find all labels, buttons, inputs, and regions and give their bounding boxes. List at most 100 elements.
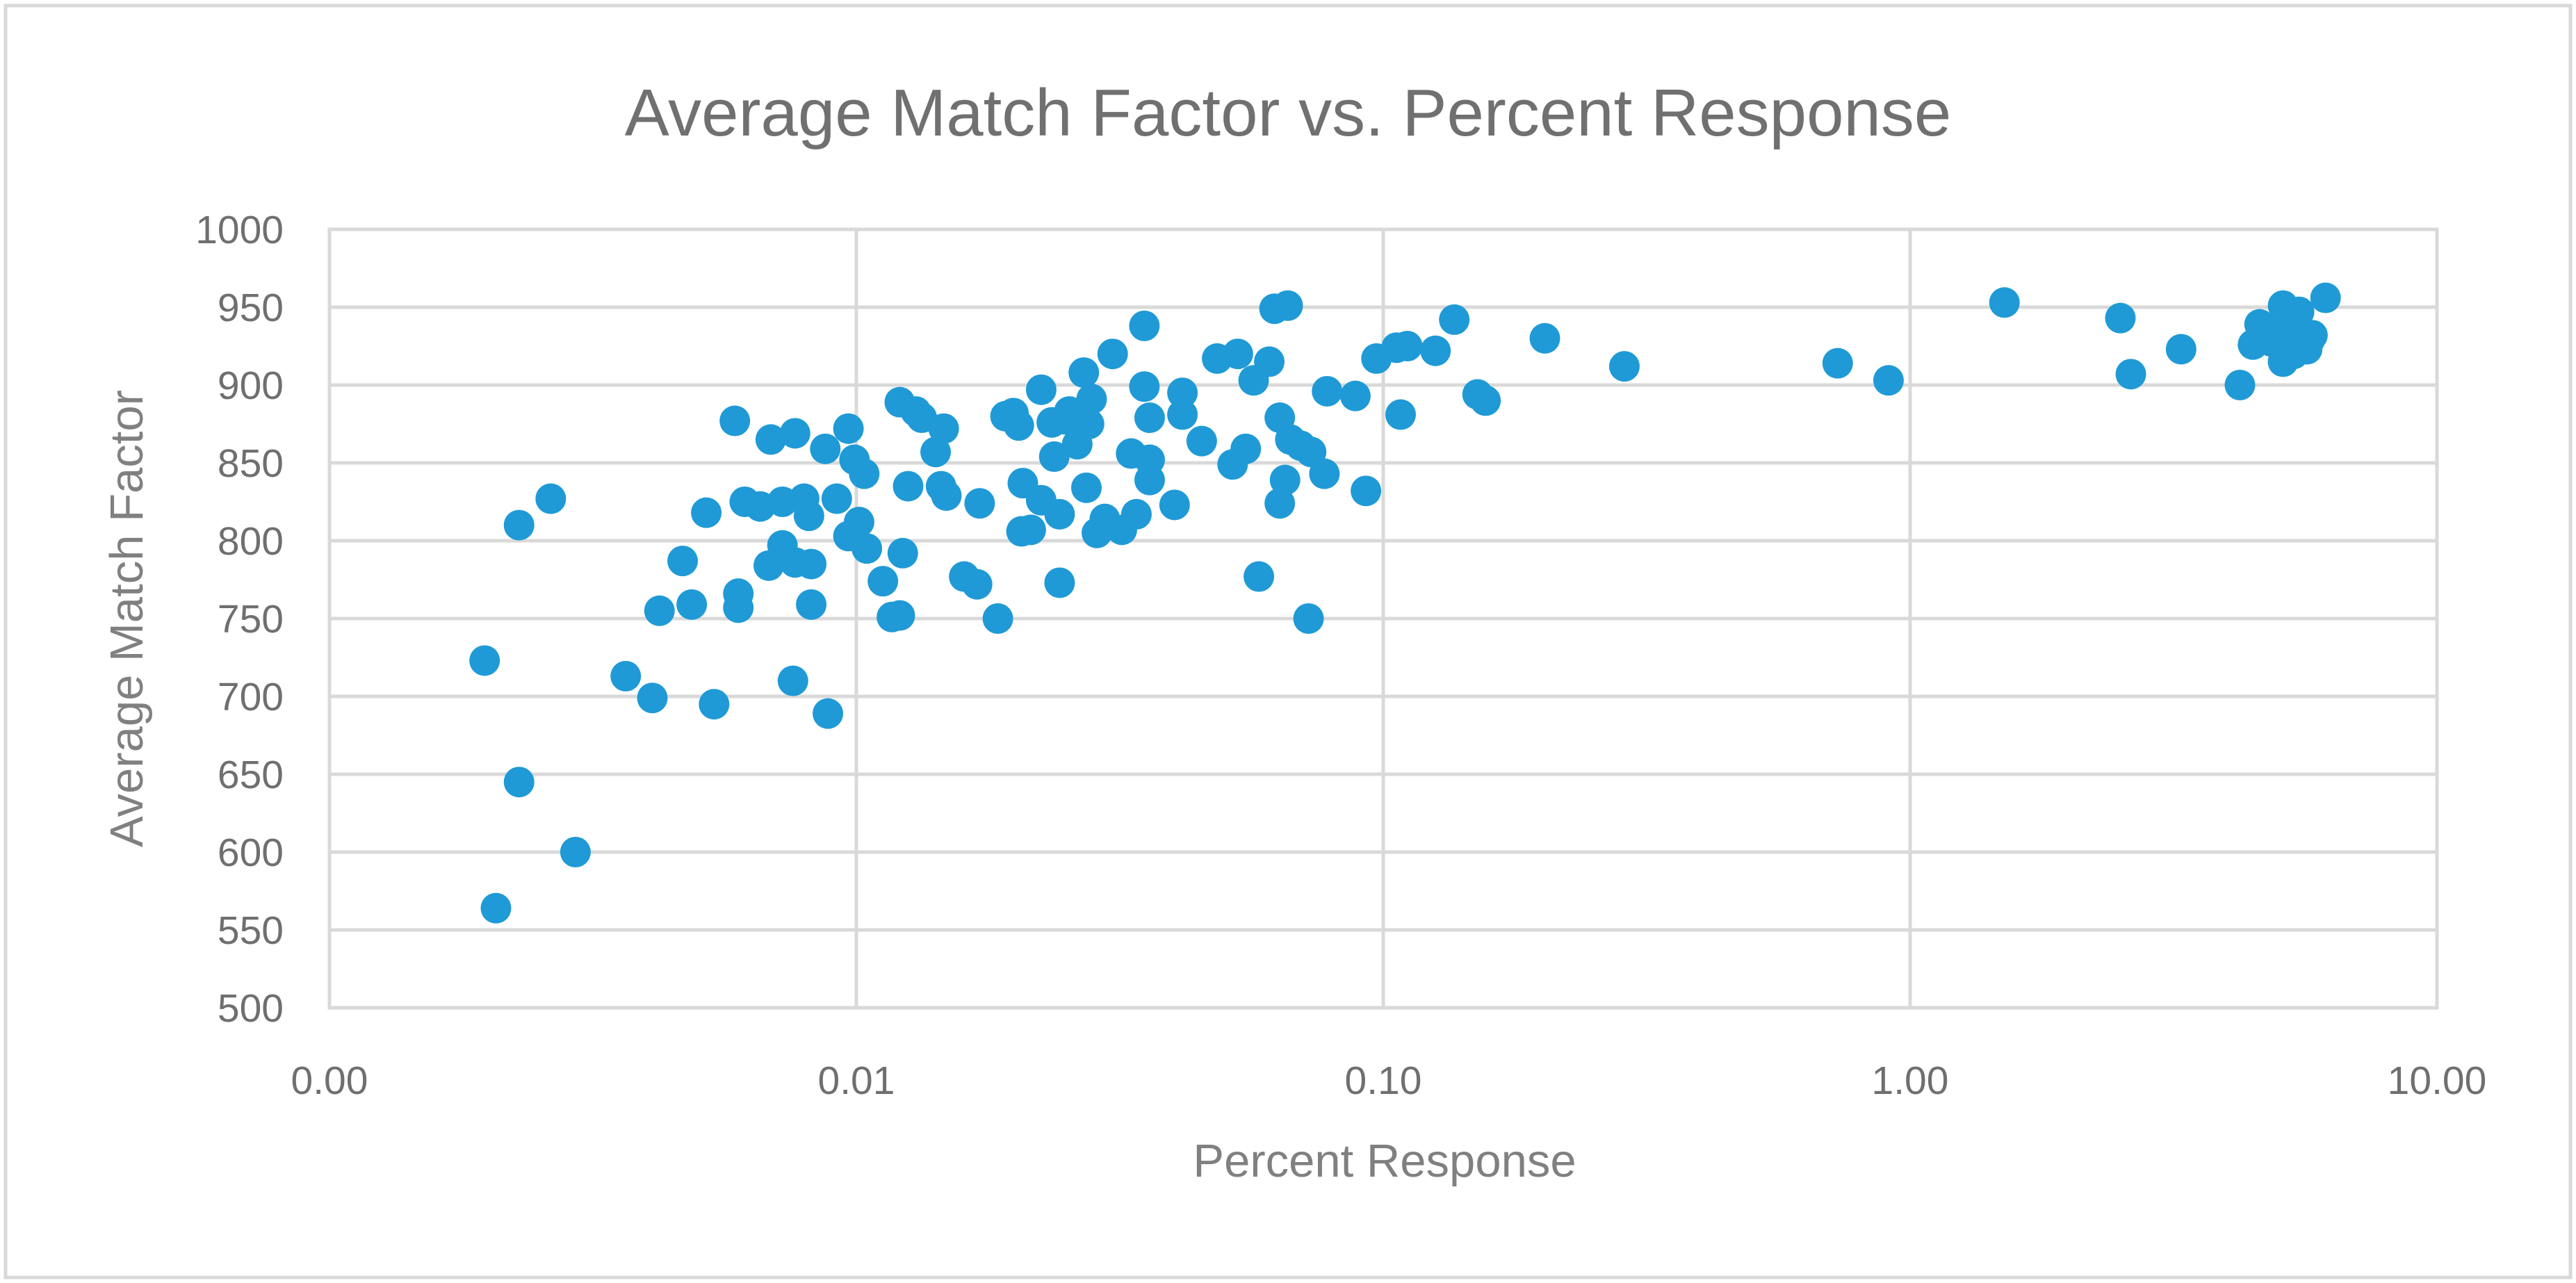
scatter-point: [1159, 489, 1190, 521]
scatter-point: [849, 458, 880, 489]
scatter-point: [1269, 464, 1301, 496]
scatter-point: [843, 507, 874, 538]
scatter-point: [887, 537, 918, 569]
scatter-point: [833, 413, 864, 444]
scatter-point: [2165, 334, 2196, 365]
scatter-point: [1038, 441, 1070, 473]
scatter-point: [644, 595, 675, 626]
scatter-point: [503, 509, 535, 541]
scatter-point: [961, 569, 993, 600]
y-tick-label: 600: [218, 831, 284, 875]
scatter-point: [1309, 458, 1340, 489]
scatter-point: [821, 483, 852, 514]
scatter-point: [1420, 335, 1451, 366]
scatter-point: [1003, 410, 1034, 441]
y-tick-label: 800: [218, 519, 284, 564]
scatter-point: [982, 603, 1013, 634]
scatter-point: [2310, 282, 2341, 313]
y-tick-label: 550: [218, 908, 284, 953]
scatter-point: [1134, 444, 1165, 475]
x-tick-label: 10.00: [2388, 1059, 2487, 1103]
scatter-point: [1272, 290, 1303, 321]
scatter-point: [1351, 475, 1382, 507]
x-tick-labels: 0.00 0.01 0.10 1.00 10.00: [291, 1059, 2487, 1103]
scatter-point: [535, 483, 566, 514]
scatter-point: [1097, 338, 1128, 370]
scatter-point: [1025, 374, 1057, 405]
scatter-point: [1076, 384, 1107, 415]
scatter-point: [1068, 357, 1100, 389]
x-tick-label: 0.01: [818, 1059, 895, 1103]
scatter-point: [779, 418, 810, 449]
scatter-point: [796, 589, 827, 620]
scatter-point: [777, 665, 808, 696]
scatter-point: [892, 471, 924, 502]
scatter-point: [884, 600, 915, 631]
scatter-point: [723, 592, 754, 623]
scatter-point: [1339, 380, 1371, 411]
scatter-point: [1134, 402, 1165, 434]
scatter-point: [469, 645, 500, 676]
y-tick-label: 1000: [195, 208, 284, 252]
scatter-point: [1129, 371, 1160, 402]
plot-area-border: [327, 227, 2439, 1010]
scatter-point: [1070, 472, 1102, 503]
scatter-point: [1470, 385, 1501, 416]
scatter-point: [2224, 370, 2256, 400]
scatter-point: [851, 533, 883, 564]
scatter-point: [755, 424, 786, 455]
scatter-point: [931, 480, 962, 512]
x-tick-label: 0.10: [1345, 1059, 1422, 1103]
scatter-point: [1120, 498, 1152, 530]
scatter-point: [1073, 409, 1104, 439]
scatter-point: [1439, 304, 1470, 335]
scatter-point: [796, 548, 827, 580]
y-tick-label: 750: [218, 597, 284, 642]
scatter-points: [469, 282, 2341, 924]
scatter-point: [1392, 331, 1423, 361]
scatter-point: [793, 500, 824, 532]
scatter-point: [1529, 322, 1560, 354]
scatter-point: [1264, 488, 1296, 519]
scatter-point: [667, 546, 699, 577]
scatter-point: [964, 488, 995, 519]
x-tick-label: 0.00: [291, 1059, 368, 1103]
scatter-point: [928, 413, 959, 444]
scatter-point: [560, 837, 591, 867]
scatter-point: [1186, 425, 1217, 457]
scatter-point: [480, 892, 512, 924]
scatter-point: [1244, 561, 1275, 592]
scatter-point: [1230, 433, 1262, 464]
scatter-point: [637, 683, 668, 714]
scatter-point: [1822, 348, 1853, 379]
x-axis-title: Percent Response: [1193, 1135, 1576, 1187]
y-tick-label: 850: [218, 441, 284, 486]
scatter-point: [1989, 287, 2020, 318]
scatter-point: [699, 689, 730, 720]
chart-title: Average Match Factor vs. Percent Respons…: [625, 76, 1951, 150]
scatter-point: [1608, 351, 1640, 382]
y-tick-label: 500: [218, 986, 284, 1031]
scatter-point: [1254, 346, 1285, 377]
chart-border: [3, 3, 2573, 1280]
scatter-point: [1167, 377, 1198, 409]
scatter-point: [676, 589, 708, 620]
scatter-point: [1873, 365, 1904, 396]
plot-area-frame: [327, 227, 2439, 1010]
y-tick-labels: 500 550 600 650 700 750 800 850 900 950 1000: [195, 208, 284, 1031]
scatter-point: [813, 698, 844, 729]
scatter-point: [1385, 399, 1416, 430]
scatter-point: [2105, 302, 2136, 334]
scatter-point: [610, 660, 642, 692]
scatter-point: [1015, 514, 1046, 546]
y-tick-label: 700: [218, 675, 284, 719]
scatter-point: [1312, 375, 1343, 407]
scatter-point: [691, 497, 722, 528]
scatter-point: [719, 405, 751, 436]
x-tick-label: 1.00: [1872, 1059, 1949, 1103]
scatter-point: [1167, 399, 1198, 430]
scatter-point: [2115, 359, 2146, 390]
scatter-point: [1044, 567, 1075, 598]
scatter-point: [1044, 498, 1075, 530]
